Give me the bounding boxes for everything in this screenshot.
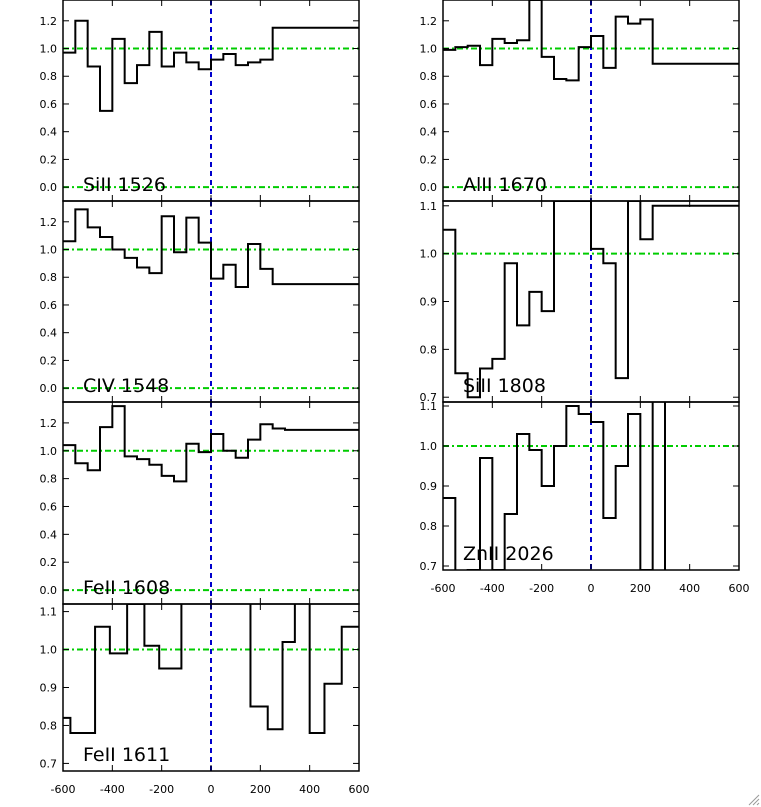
y-tick-label: 0.8	[40, 473, 58, 486]
y-tick-label: 0.9	[40, 682, 58, 695]
spectrum-line	[63, 19, 359, 112]
y-tick-label: 0.7	[420, 391, 438, 404]
y-tick-label: 0.2	[40, 556, 58, 569]
y-tick-label: 1.2	[40, 216, 58, 229]
resize-grip-icon[interactable]	[748, 794, 760, 806]
y-tick-label: 0.2	[40, 153, 58, 166]
transition-label: FeII 1611	[83, 744, 170, 766]
x-tick-label: -400	[100, 783, 125, 796]
panel-alii-1670: 0.0 0.2 0.4 0.6 0.8 1.0 1.2 AlII 1670	[420, 0, 740, 202]
panel-feii-1608: 0.0 0.2 0.4 0.6 0.8 1.0 1.2 FeII 1608	[40, 401, 360, 605]
spectrum-line	[443, 402, 666, 570]
y-tick-label: 0.6	[40, 98, 58, 111]
x-tick-label: 400	[679, 582, 700, 595]
y-tick-label: 0.2	[420, 153, 438, 166]
y-tick-label: 0.4	[420, 126, 438, 139]
y-tick-label: 1.2	[420, 15, 438, 28]
x-tick-label: 600	[349, 783, 370, 796]
y-tick-label: 0.6	[40, 299, 58, 312]
x-tick-label: -400	[480, 582, 505, 595]
y-tick-label: 1.0	[40, 644, 58, 657]
y-tick-label: 1.1	[420, 400, 438, 413]
y-tick-label: 1.2	[40, 15, 58, 28]
y-tick-label: 0.0	[420, 181, 438, 194]
y-tick-label: 0.8	[40, 271, 58, 284]
y-tick-label: 1.0	[420, 440, 438, 453]
y-tick-label: 1.0	[40, 43, 58, 56]
y-tick-label: 1.0	[420, 248, 438, 261]
y-tick-label: 0.0	[40, 584, 58, 597]
y-tick-label: 0.0	[40, 181, 58, 194]
y-tick-label: 0.7	[40, 757, 58, 770]
y-tick-label: 0.9	[420, 296, 438, 309]
spectrum-line	[443, 0, 739, 82]
spectrum-line	[443, 201, 739, 399]
x-tick-label: 600	[729, 582, 750, 595]
y-tick-label: 0.6	[420, 98, 438, 111]
x-tick-label: 0	[208, 783, 215, 796]
y-tick-label: 1.0	[40, 244, 58, 257]
y-tick-label: 0.8	[420, 520, 438, 533]
x-tick-label: -600	[51, 783, 76, 796]
y-tick-label: 1.1	[40, 606, 58, 619]
x-tick-label: -600	[431, 582, 456, 595]
x-tick-label: 0	[588, 582, 595, 595]
y-tick-label: 1.0	[420, 43, 438, 56]
panel-znii-2026: 0.7 0.8 0.9 1.0 1.1 -600 -400 -200 0 200 400 600 ZnI…	[420, 400, 750, 595]
y-tick-label: 0.9	[420, 480, 438, 493]
transition-label: AlII 1670	[463, 174, 547, 196]
y-tick-label: 0.4	[40, 327, 58, 340]
y-tick-label: 0.6	[40, 500, 58, 513]
transition-label: FeII 1608	[83, 577, 170, 599]
x-tick-label: 400	[299, 783, 320, 796]
y-tick-label: 0.4	[40, 528, 58, 541]
panel-civ-1548: 0.0 0.2 0.4 0.6 0.8 1.0 1.2 CIV 1548	[40, 200, 360, 403]
y-tick-label: 1.2	[40, 417, 58, 430]
y-tick-label: 1.1	[420, 200, 438, 213]
transition-label: CIV 1548	[83, 375, 169, 397]
y-tick-label: 1.0	[40, 445, 58, 458]
x-tick-label: -200	[529, 582, 554, 595]
x-tick-label: -200	[149, 783, 174, 796]
panel-siii-1808: 0.7 0.8 0.9 1.0 1.1 SiII 1808	[420, 200, 740, 404]
y-tick-label: 0.7	[420, 560, 438, 573]
transition-label: SiII 1526	[83, 174, 166, 196]
y-tick-label: 0.8	[40, 719, 58, 732]
spectrum-line	[63, 604, 359, 735]
y-tick-label: 0.8	[420, 70, 438, 83]
x-tick-label: 200	[250, 783, 271, 796]
panel-feii-1611: 0.7 0.8 0.9 1.0 1.1 -600 -400 -200 0 200 400 600 FeI…	[40, 603, 370, 796]
transition-label: ZnII 2026	[463, 543, 554, 565]
y-tick-label: 0.4	[40, 126, 58, 139]
y-tick-label: 0.8	[420, 343, 438, 356]
y-tick-label: 0.0	[40, 382, 58, 395]
spectrum-line	[63, 208, 359, 288]
spectrum-line	[63, 405, 359, 483]
x-tick-label: 200	[630, 582, 651, 595]
y-tick-label: 0.2	[40, 354, 58, 367]
y-tick-label: 0.8	[40, 70, 58, 83]
transition-label: SiII 1808	[463, 375, 546, 397]
